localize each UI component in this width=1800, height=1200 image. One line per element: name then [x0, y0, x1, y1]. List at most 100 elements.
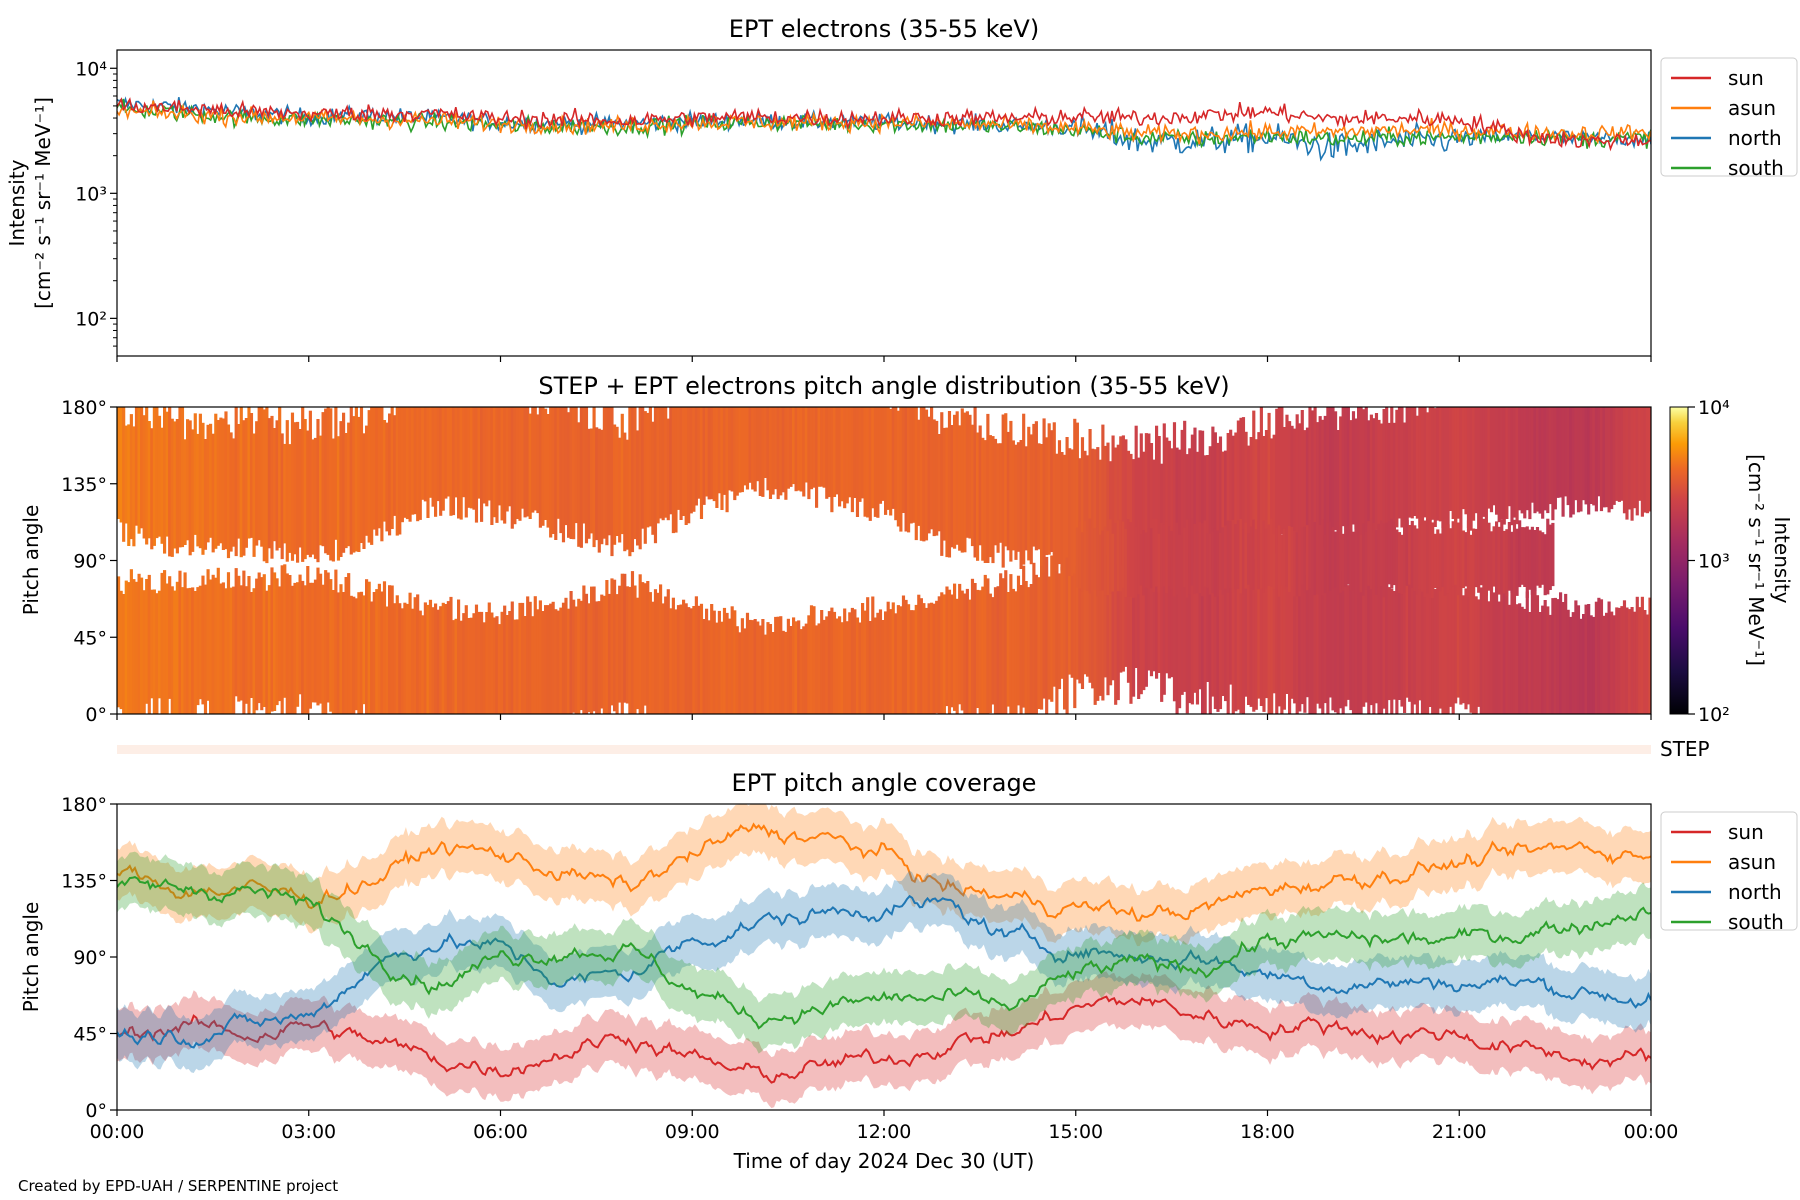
heatmap-cell — [1648, 407, 1651, 512]
heatmap-cell — [1144, 554, 1148, 687]
heatmap-cell — [454, 407, 458, 498]
heatmap-cell — [180, 587, 185, 714]
heatmap-cell — [186, 419, 190, 541]
heatmap-cell — [797, 620, 801, 714]
heatmap-cell — [710, 407, 714, 500]
heatmap-cell — [1216, 442, 1220, 561]
heatmap-cell — [735, 626, 739, 714]
heatmap-cell — [418, 407, 422, 520]
heatmap-cell — [1183, 557, 1187, 692]
heatmap-cell — [1418, 407, 1422, 528]
x-tick-label: 15:00 — [1048, 1121, 1103, 1143]
heatmap-cell — [536, 609, 540, 714]
heatmap-cell — [610, 407, 614, 557]
heatmap-cell — [1050, 555, 1054, 702]
heatmap-cell — [1226, 433, 1230, 549]
heatmap-cell — [889, 609, 893, 714]
heatmap-cell — [1114, 544, 1118, 705]
heatmap-cell — [1446, 407, 1450, 529]
heatmap-cell — [370, 407, 374, 545]
heatmap-cell — [1630, 607, 1634, 714]
heatmap-cell — [1597, 597, 1601, 714]
heatmap-cell — [659, 584, 663, 714]
heatmap-cell — [1185, 519, 1189, 598]
heatmap-cell — [1264, 528, 1269, 589]
heatmap-cell — [1477, 531, 1481, 593]
heatmap-cell — [699, 407, 704, 519]
heatmap-cell — [464, 407, 468, 518]
heatmap-cell — [630, 407, 635, 553]
heatmap-cell — [513, 407, 517, 525]
heatmap-cell — [743, 407, 747, 486]
heatmap-cell — [973, 583, 977, 714]
heatmap-cell — [830, 607, 834, 714]
panel1-ylabel-line2: [cm⁻² s⁻¹ sr⁻¹ MeV⁻¹] — [31, 97, 55, 309]
heatmap-cell — [1195, 451, 1200, 559]
heatmap-cell — [1321, 519, 1325, 596]
heatmap-cell — [226, 572, 231, 714]
panel-pitch-angle-coverage: EPT pitch angle coverage 0° 45° 90° 135° 180… — [19, 769, 1798, 1173]
heatmap-cell — [794, 407, 798, 492]
heatmap-cell — [725, 612, 729, 714]
heatmap-cell — [1208, 533, 1212, 595]
y-tick-label: 90° — [73, 551, 107, 573]
heatmap-cell — [1193, 427, 1197, 571]
heatmap-cell — [129, 414, 133, 540]
heatmap-cell — [400, 608, 404, 714]
heatmap-cell — [1126, 518, 1131, 597]
heatmap-cell — [1622, 600, 1627, 714]
heatmap-cell — [1484, 407, 1488, 526]
heatmap-cell — [587, 603, 591, 713]
heatmap-cell — [1538, 530, 1542, 588]
heatmap-cell — [1492, 592, 1496, 714]
heatmap-cell — [1111, 533, 1115, 592]
heatmap-cell — [257, 572, 261, 704]
heatmap-cell — [1423, 520, 1427, 598]
heatmap-cell — [613, 424, 617, 545]
heatmap-cell — [1195, 553, 1200, 705]
heatmap-cell — [1635, 407, 1639, 516]
heatmap-cell — [1259, 576, 1263, 706]
heatmap-cell — [625, 586, 629, 704]
series-north-line — [117, 894, 1651, 1049]
heatmap-cell — [567, 608, 571, 714]
heatmap-cell — [1382, 409, 1386, 534]
heatmap-cell — [756, 621, 760, 714]
heatmap-cell — [894, 613, 898, 714]
heatmap-cell — [661, 603, 665, 714]
heatmap-cell — [1239, 581, 1243, 714]
heatmap-cell — [247, 576, 251, 714]
heatmap-cell — [1438, 533, 1442, 592]
heatmap-cell — [1101, 424, 1105, 569]
heatmap-cell — [1068, 568, 1072, 675]
heatmap-cell — [1221, 527, 1225, 595]
heatmap-cell — [1362, 523, 1366, 596]
heatmap-cell — [1208, 446, 1212, 558]
heatmap-cell — [863, 407, 867, 517]
heatmap-cell — [1443, 519, 1448, 596]
heatmap-cell — [1415, 415, 1419, 519]
heatmap-cell — [1351, 571, 1356, 714]
heatmap-cell — [1157, 542, 1161, 673]
heatmap-cell — [1357, 573, 1361, 714]
heatmap-cell — [1443, 407, 1448, 529]
heatmap-cell — [1351, 411, 1356, 525]
heatmap-cell — [150, 428, 154, 550]
heatmap-cell — [313, 579, 318, 703]
heatmap-cell — [822, 619, 826, 714]
heatmap-cell — [280, 565, 284, 714]
heatmap-cell — [986, 578, 990, 714]
heatmap-cell — [1231, 571, 1235, 714]
heatmap-cell — [707, 620, 711, 714]
y-tick-label: 180° — [61, 794, 107, 816]
heatmap-cell — [1528, 407, 1532, 520]
heatmap-cell — [930, 602, 934, 714]
heatmap-cell — [129, 569, 133, 714]
heatmap-cell — [183, 439, 187, 545]
heatmap-cell — [280, 433, 284, 560]
heatmap-cell — [1275, 563, 1279, 714]
heatmap-cell — [290, 585, 295, 714]
colorbar-tick-label: 10⁴ — [1698, 397, 1730, 419]
heatmap-cell — [370, 601, 374, 714]
heatmap-cell — [664, 596, 668, 714]
